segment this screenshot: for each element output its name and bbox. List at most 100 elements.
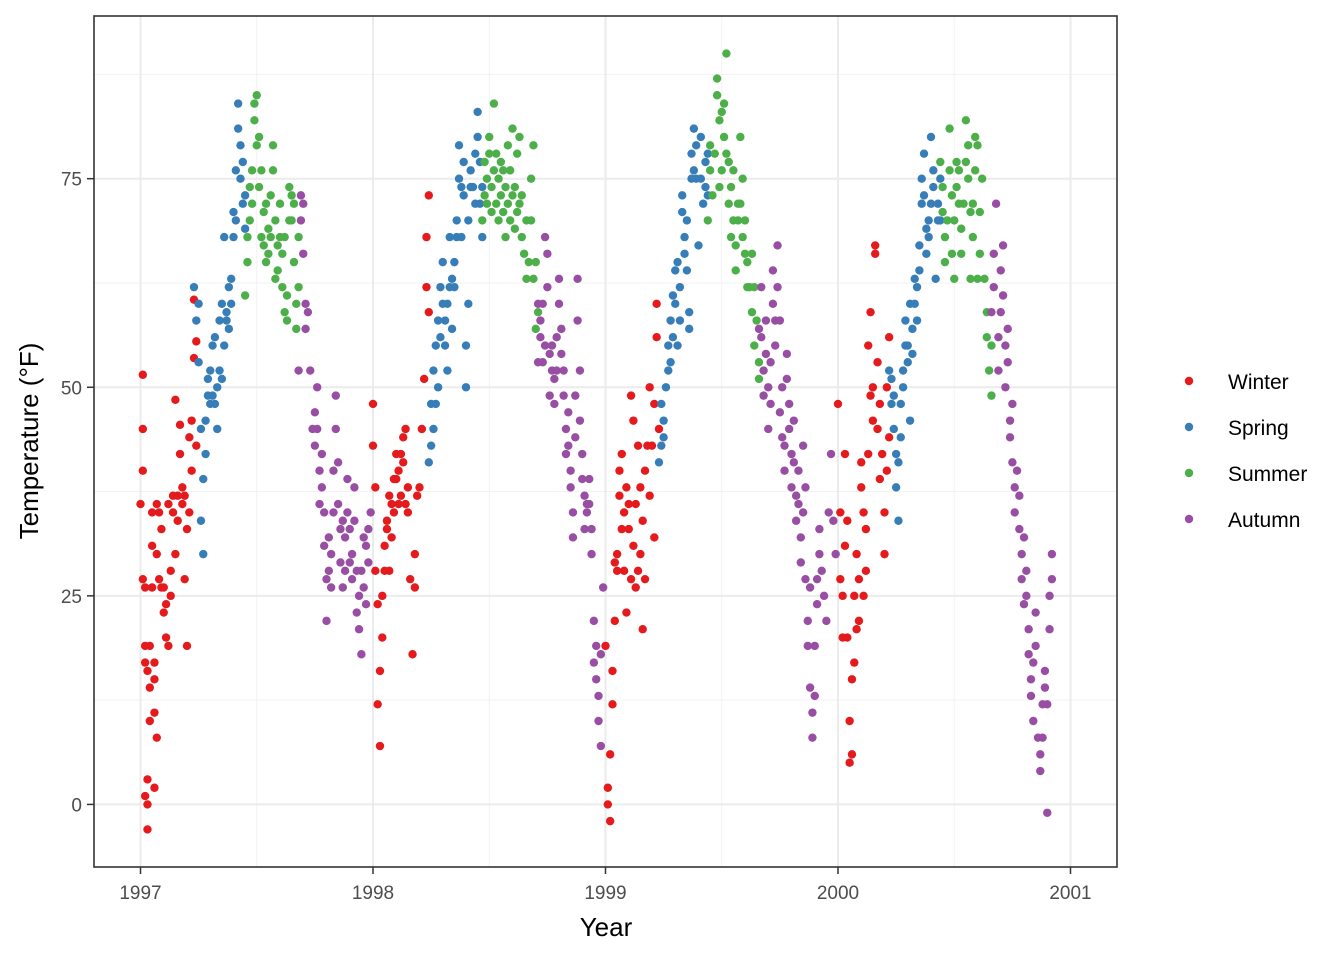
data-point: [150, 658, 159, 667]
data-point: [943, 216, 952, 225]
data-point: [740, 216, 750, 225]
data-point: [192, 337, 201, 346]
data-point: [159, 608, 168, 617]
data-point: [394, 499, 403, 509]
data-point: [496, 191, 506, 200]
data-point: [271, 216, 280, 225]
data-point: [161, 599, 171, 609]
data-point: [705, 141, 715, 150]
data-point: [196, 516, 206, 525]
legend-item-winter: Winter: [1184, 371, 1289, 394]
data-point: [891, 449, 901, 459]
data-point: [936, 174, 945, 183]
data-point: [940, 257, 950, 267]
data-point: [838, 591, 847, 601]
data-point: [150, 783, 159, 792]
data-point: [147, 541, 157, 550]
data-point: [968, 199, 978, 208]
data-point: [517, 232, 526, 242]
data-point: [587, 524, 596, 534]
data-point: [784, 424, 794, 434]
data-point: [994, 333, 1003, 342]
data-point: [682, 216, 692, 225]
data-point: [810, 691, 819, 701]
data-point: [784, 399, 794, 409]
data-point: [275, 199, 285, 208]
data-point: [671, 299, 680, 309]
data-point: [554, 274, 564, 284]
data-point: [750, 341, 759, 350]
data-point: [675, 316, 685, 325]
x-axis-title: Year: [580, 912, 633, 942]
data-point: [905, 416, 915, 425]
data-point: [664, 341, 673, 350]
data-point: [650, 399, 659, 409]
data-point: [896, 399, 905, 409]
data-point: [680, 249, 689, 258]
data-point: [457, 232, 466, 242]
data-point: [189, 282, 199, 292]
data-point: [322, 616, 331, 626]
data-point: [278, 249, 287, 258]
data-point: [722, 49, 731, 58]
y-tick-label: 25: [61, 587, 82, 608]
data-point: [708, 191, 717, 200]
data-point: [206, 366, 215, 375]
y-axis-ticks: 0 25 50 75: [61, 170, 94, 816]
data-point: [796, 558, 805, 567]
data-point: [1036, 766, 1045, 776]
data-point: [596, 650, 606, 659]
y-tick-label: 75: [61, 170, 82, 191]
data-point: [843, 516, 852, 525]
data-point: [661, 383, 671, 392]
data-point: [970, 166, 980, 175]
data-point: [752, 316, 761, 325]
data-point: [164, 499, 173, 509]
data-point: [522, 274, 531, 284]
data-point: [510, 224, 520, 233]
data-point: [573, 316, 582, 325]
data-point: [950, 274, 959, 284]
data-point: [331, 391, 340, 400]
data-point: [450, 257, 459, 267]
data-point: [440, 316, 450, 325]
data-point: [361, 599, 371, 609]
data-point: [603, 783, 613, 792]
data-point: [738, 174, 747, 183]
data-point: [140, 658, 150, 667]
data-point: [431, 341, 440, 350]
data-point: [626, 574, 636, 584]
data-point: [764, 424, 773, 434]
data-point: [203, 374, 213, 384]
data-point: [247, 166, 257, 175]
data-point: [266, 191, 275, 200]
data-point: [301, 324, 310, 334]
data-point: [361, 541, 371, 550]
data-point: [996, 266, 1005, 275]
data-point: [912, 282, 922, 292]
data-point: [436, 333, 445, 342]
data-point: [354, 591, 364, 601]
data-point: [233, 99, 243, 108]
data-point: [736, 199, 745, 208]
data-point: [313, 383, 322, 392]
legend-item-spring: Spring: [1184, 417, 1289, 440]
data-point: [217, 299, 227, 309]
data-point: [815, 549, 824, 559]
data-point: [515, 132, 524, 142]
data-point: [343, 474, 352, 484]
data-point: [973, 274, 982, 284]
data-point: [687, 149, 696, 158]
data-point: [610, 558, 619, 567]
data-point: [961, 157, 971, 167]
data-point: [368, 399, 378, 409]
data-point: [417, 424, 427, 434]
data-point: [757, 333, 766, 342]
series-summer: [240, 49, 996, 400]
data-point: [1010, 508, 1019, 517]
data-point: [880, 508, 889, 517]
legend-key: [1184, 468, 1194, 478]
data-point: [461, 383, 471, 392]
data-point: [145, 641, 154, 651]
data-point: [215, 366, 224, 375]
